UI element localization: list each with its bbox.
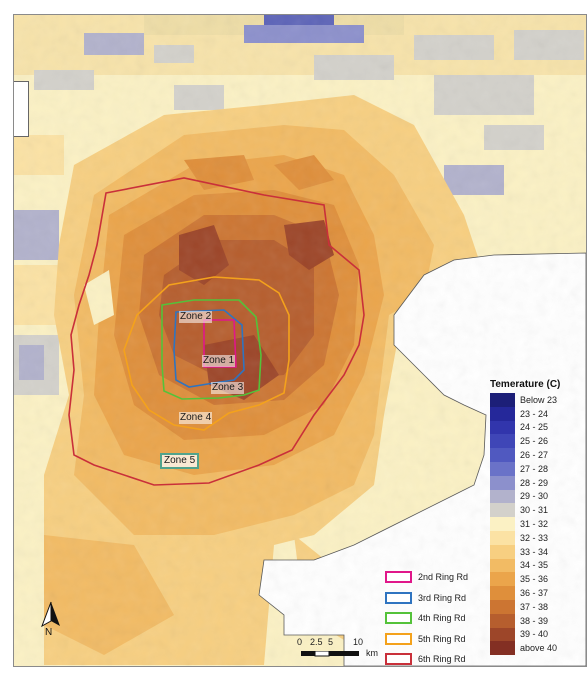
temperature-legend-label: 30 - 31 [520,505,549,516]
temperature-swatch [490,572,515,587]
temperature-legend-item: 27 - 28 [490,461,582,476]
temperature-legend-item: Below 23 [490,393,582,407]
ring-road-5 [123,276,290,431]
temperature-legend-item: 28 - 29 [490,475,582,490]
temperature-legend-label: 32 - 33 [520,532,549,543]
temperature-legend-item: 25 - 26 [490,434,582,449]
ring-swatch [385,653,412,666]
map-side-tab [14,81,29,137]
ring-swatch [385,612,412,625]
temperature-legend-item: 29 - 30 [490,489,582,504]
temperature-swatch [490,461,515,476]
temperature-legend-item: 37 - 38 [490,599,582,614]
temperature-legend-label: 31 - 32 [520,519,549,530]
ring-legend-item: 2nd Ring Rd [385,567,485,588]
temperature-swatch [490,489,515,504]
zone-4-label: Zone 4 [179,412,213,424]
ring-swatch [385,571,412,584]
scale-tick-5: 5 [328,637,334,647]
map-frame: Zone 1 Zone 2 Zone 3 Zone 4 Zone 5 Temer… [13,14,587,667]
temperature-legend-item: 34 - 35 [490,558,582,573]
temperature-swatch [490,613,515,628]
temperature-swatch [490,393,515,407]
temperature-legend-label: 25 - 26 [520,436,549,447]
temperature-legend-label: above 40 [520,643,558,654]
temperature-legend-item: 23 - 24 [490,406,582,421]
temperature-legend-label: 24 - 25 [520,422,549,433]
temperature-legend-label: 34 - 35 [520,560,549,571]
zone-1-label: Zone 1 [202,355,236,367]
temperature-swatch [490,530,515,545]
temperature-legend-item: 24 - 25 [490,420,582,435]
temperature-legend-item: 31 - 32 [490,517,582,531]
ring-road-6 [68,177,365,486]
scale-bar: 0 2.5 5 10 [297,637,407,666]
ring-road-4 [161,299,262,400]
north-arrow-icon [41,601,60,628]
temperature-legend-item: 33 - 34 [490,544,582,559]
temperature-swatch [490,503,515,518]
temperature-legend-label: 26 - 27 [520,450,549,461]
temperature-legend-label: 29 - 30 [520,491,549,502]
temperature-legend-label: 35 - 36 [520,574,549,585]
temperature-swatch [490,517,515,531]
temperature-swatch [490,448,515,462]
temperature-legend-label: 39 - 40 [520,629,549,640]
ring-legend-label: 2nd Ring Rd [418,572,469,583]
temperature-swatch [490,627,515,642]
ring-legend-label: 4th Ring Rd [418,613,466,624]
temperature-swatch [490,434,515,449]
scale-bar-graphic [301,651,359,657]
scale-tick-2-5: 2.5 [310,637,323,647]
ring-legend-item: 5th Ring Rd [385,629,485,650]
ring-legend-item: 6th Ring Rd [385,649,485,666]
temperature-swatch [490,641,515,656]
temperature-legend-item: 35 - 36 [490,572,582,587]
temperature-legend-item: 39 - 40 [490,627,582,642]
north-label: N [45,627,53,638]
temperature-legend-item: 30 - 31 [490,503,582,518]
temperature-legend-item: above 40 [490,641,582,656]
temperature-legend-item: 38 - 39 [490,613,582,628]
temperature-legend: Temerature (C) Below 23 23 - 24 24 - 25 25 … [490,379,582,656]
temperature-swatch [490,475,515,490]
ring-roads [68,177,365,486]
temperature-legend-label: 33 - 34 [520,546,549,557]
temperature-swatch [490,544,515,559]
temperature-legend-title: Temerature (C) [490,379,561,390]
temperature-legend-label: 36 - 37 [520,588,549,599]
scale-tick-0: 0 [297,637,303,647]
scale-tick-10: 10 [353,637,364,647]
ring-legend-label: 6th Ring Rd [418,654,466,665]
temperature-swatch [490,406,515,421]
temperature-swatch [490,420,515,435]
zone-3-label: Zone 3 [211,382,245,394]
temperature-swatch [490,586,515,600]
ring-legend-item: 3rd Ring Rd [385,588,485,609]
temperature-legend-label: 23 - 24 [520,408,549,419]
temperature-legend-label: Below 23 [520,394,558,405]
temperature-swatch [490,599,515,614]
temperature-legend-label: 28 - 29 [520,477,549,488]
ring-road-legend: 2nd Ring Rd 3rd Ring Rd 4th Ring Rd 5th Rin… [385,567,485,666]
ring-legend-item: 4th Ring Rd [385,608,485,629]
temperature-legend-label: 37 - 38 [520,601,549,612]
ring-road-2 [203,319,237,368]
temperature-legend-label: 38 - 39 [520,615,549,626]
zone-5-label: Zone 5 [160,453,200,469]
temperature-legend-item: 26 - 27 [490,448,582,462]
temperature-swatch [490,558,515,573]
ring-legend-label: 5th Ring Rd [418,633,466,644]
ring-swatch [385,632,412,645]
zone-2-label: Zone 2 [179,311,213,323]
temperature-map [14,15,586,666]
temperature-legend-item: 36 - 37 [490,586,582,600]
ring-legend-label: 3rd Ring Rd [418,592,467,603]
temperature-legend-label: 27 - 28 [520,463,549,474]
ring-swatch [385,591,412,604]
scale-unit: km [366,648,378,658]
ring-road-3 [173,309,245,388]
temperature-legend-item: 32 - 33 [490,530,582,545]
